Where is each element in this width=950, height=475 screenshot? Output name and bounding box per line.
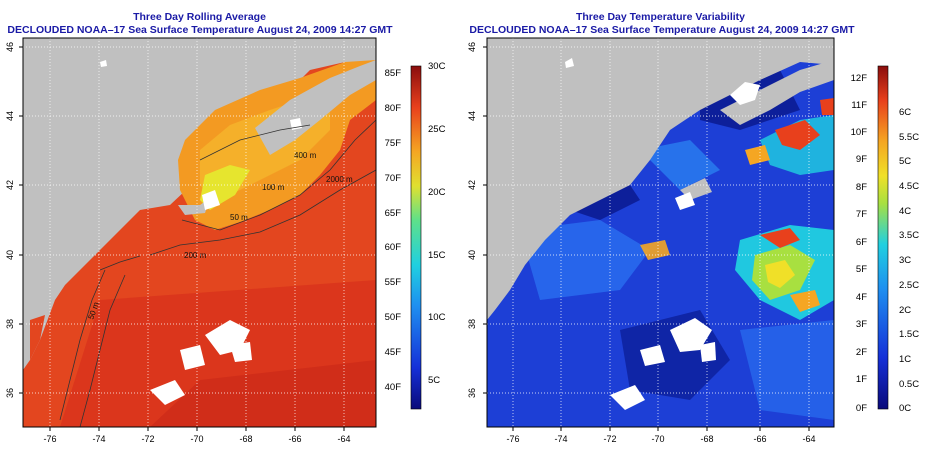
contour-label-50m-north: 50 m <box>230 213 248 222</box>
contour-label-200m: 200 m <box>184 251 207 260</box>
left-cb-c-label: 30C <box>428 61 446 72</box>
land-mass <box>487 38 834 320</box>
right-cb-f-label: 6F <box>856 237 867 248</box>
right-cb-f-label: 7F <box>856 209 867 220</box>
left-x-tick: -68 <box>239 434 252 444</box>
left-x-tick: -70 <box>190 434 203 444</box>
left-subtitle: DECLOUDED NOAA–17 Sea Surface Temperatur… <box>7 24 393 36</box>
left-x-tick: -66 <box>288 434 301 444</box>
right-cb-f-label: 4F <box>856 292 867 303</box>
right-variability-map <box>487 38 834 427</box>
left-sst-map: 400 m 2000 m 100 m 50 m 200 m 50 m <box>23 38 376 427</box>
right-x-axis: -76 -74 -72 -70 -68 -66 -64 <box>506 427 816 444</box>
right-x-tick: -66 <box>753 434 766 444</box>
right-cb-f-label: 1F <box>856 374 867 385</box>
right-cb-c-label: 4C <box>899 206 911 217</box>
right-cb-c-label: 0.5C <box>899 379 919 390</box>
left-y-tick: 44 <box>5 111 15 121</box>
right-y-tick: 36 <box>467 388 477 398</box>
right-cb-f-label: 3F <box>856 319 867 330</box>
left-cb-f-label: 80F <box>385 103 402 114</box>
left-cb-f-label: 50F <box>385 312 402 323</box>
right-cb-c-label: 4.5C <box>899 181 919 192</box>
left-map-frame <box>22 37 377 428</box>
right-x-tick: -72 <box>603 434 616 444</box>
left-cb-c-label: 15C <box>428 250 446 261</box>
left-y-tick: 40 <box>5 250 15 260</box>
left-y-tick: 38 <box>5 319 15 329</box>
right-cb-f-label: 12F <box>851 73 868 84</box>
right-cb-f-label: 10F <box>851 127 868 138</box>
left-x-tick: -74 <box>92 434 105 444</box>
left-y-tick: 46 <box>5 42 15 52</box>
right-cb-f-label: 8F <box>856 182 867 193</box>
right-x-tick: -68 <box>700 434 713 444</box>
right-cb-c-label: 5C <box>899 156 911 167</box>
right-cb-c-label: 3.5C <box>899 230 919 241</box>
left-cb-f-label: 60F <box>385 242 402 253</box>
right-cb-c-label: 2C <box>899 305 911 316</box>
left-x-tick: -72 <box>141 434 154 444</box>
right-y-tick: 42 <box>467 180 477 190</box>
right-cb-c-label: 6C <box>899 107 911 118</box>
left-cb-f-label: 70F <box>385 173 402 184</box>
left-colorbar: 85F 80F 75F 70F 65F 60F 55F 50F 45F 40F … <box>385 61 446 410</box>
right-x-tick: -64 <box>802 434 815 444</box>
right-cb-c-label: 1.5C <box>899 329 919 340</box>
contour-label-400m: 400 m <box>294 151 317 160</box>
left-cb-f-label: 55F <box>385 277 402 288</box>
left-y-axis: 46 44 42 40 38 36 <box>5 42 23 398</box>
right-title: Three Day Temperature Variability <box>575 11 746 23</box>
left-colorbar-gradient <box>410 65 422 410</box>
right-cb-f-label: 9F <box>856 154 867 165</box>
right-x-tick: -70 <box>651 434 664 444</box>
right-cb-f-label: 0F <box>856 403 867 414</box>
right-subtitle: DECLOUDED NOAA–17 Sea Surface Temperatur… <box>469 24 855 36</box>
left-cb-f-label: 85F <box>385 68 402 79</box>
right-x-tick: -74 <box>554 434 567 444</box>
right-cb-f-label: 2F <box>856 347 867 358</box>
right-y-axis: 46 44 42 40 38 36 <box>467 42 487 398</box>
right-map-frame <box>486 37 835 428</box>
left-cb-f-label: 75F <box>385 138 402 149</box>
right-cb-c-label: 2.5C <box>899 280 919 291</box>
land-mass <box>23 38 376 370</box>
left-x-axis: -76 -74 -72 -70 -68 -66 -64 <box>43 427 351 444</box>
right-y-tick: 40 <box>467 250 477 260</box>
left-y-tick: 36 <box>5 388 15 398</box>
right-y-tick: 38 <box>467 319 477 329</box>
right-x-tick: -76 <box>506 434 519 444</box>
left-cb-c-label: 5C <box>428 375 440 386</box>
contour-label-2000m: 2000 m <box>326 175 353 184</box>
right-cb-c-label: 1C <box>899 354 911 365</box>
right-y-tick: 46 <box>467 42 477 52</box>
left-cb-f-label: 40F <box>385 382 402 393</box>
left-cb-c-label: 20C <box>428 187 446 198</box>
left-cb-f-label: 65F <box>385 208 402 219</box>
left-y-tick: 42 <box>5 180 15 190</box>
left-cb-f-label: 45F <box>385 347 402 358</box>
right-cb-c-label: 3C <box>899 255 911 266</box>
contour-label-100m: 100 m <box>262 183 285 192</box>
left-cb-c-label: 25C <box>428 124 446 135</box>
left-x-tick: -64 <box>337 434 350 444</box>
right-cb-c-label: 0C <box>899 403 911 414</box>
left-title: Three Day Rolling Average <box>133 11 266 23</box>
right-colorbar: 12F 11F 10F 9F 8F 7F 6F 5F 4F 3F 2F 1F 0… <box>851 65 919 414</box>
left-cb-c-label: 10C <box>428 312 446 323</box>
right-cb-f-label: 5F <box>856 264 867 275</box>
right-colorbar-gradient <box>877 65 889 410</box>
left-x-tick: -76 <box>43 434 56 444</box>
right-cb-f-label: 11F <box>851 100 867 111</box>
right-y-tick: 44 <box>467 111 477 121</box>
right-cb-c-label: 5.5C <box>899 132 919 143</box>
